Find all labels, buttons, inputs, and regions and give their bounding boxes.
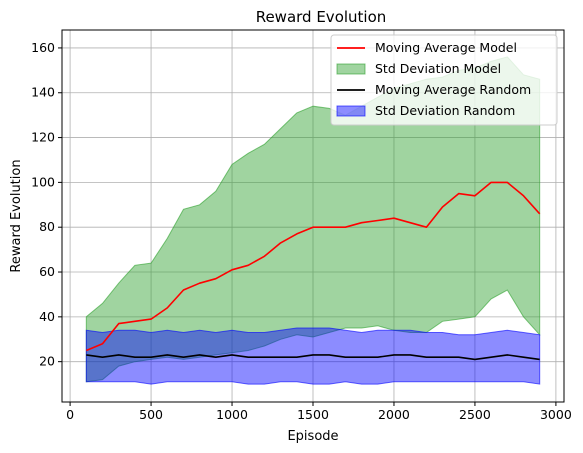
y-axis-label: Reward Evolution [9, 159, 24, 272]
y-tick-label-60: 60 [39, 264, 55, 279]
band-std-deviation-random [85, 327, 541, 385]
legend-swatch-std-deviation-random [336, 105, 366, 117]
line-moving-average-random [86, 354, 540, 361]
axis-ticks: 0 500 1000 1500 2000 2500 3000 20 40 60 80 100 120 14… [31, 40, 572, 422]
x-tick-label-2000: 2000 [378, 407, 410, 422]
x-tick-label-500: 500 [139, 407, 163, 422]
legend-box [330, 34, 558, 126]
x-tick-label-1000: 1000 [216, 407, 248, 422]
line-moving-average-model [85, 181, 541, 352]
y-tick-label-20: 20 [39, 354, 55, 369]
x-tick-label-0: 0 [66, 407, 74, 422]
legend-label-std-deviation-random: Std Deviation Random [375, 103, 515, 118]
x-tick-label-3000: 3000 [540, 407, 572, 422]
y-tick-label-140: 140 [31, 85, 55, 100]
x-tick-label-2500: 2500 [459, 407, 491, 422]
legend-label-moving-average-random: Moving Average Random [375, 82, 531, 97]
x-tick-label-1500: 1500 [297, 407, 329, 422]
x-axis-label: Episode [287, 429, 338, 444]
y-tick-label-120: 120 [31, 130, 55, 145]
y-tick-label-80: 80 [39, 219, 55, 234]
legend-label-moving-average-model: Moving Average Model [375, 40, 517, 55]
legend-swatch-std-deviation-model [336, 63, 366, 75]
moving-average-lines [85, 181, 541, 361]
y-tick-label-100: 100 [31, 174, 55, 189]
y-tick-label-160: 160 [31, 40, 55, 55]
legend: Moving Average Model Std Deviation Model M… [330, 34, 558, 126]
legend-label-std-deviation-model: Std Deviation Model [375, 61, 501, 76]
chart-title: Reward Evolution [256, 8, 387, 26]
std-deviation-bands [85, 56, 541, 385]
y-tick-label-40: 40 [39, 309, 55, 324]
